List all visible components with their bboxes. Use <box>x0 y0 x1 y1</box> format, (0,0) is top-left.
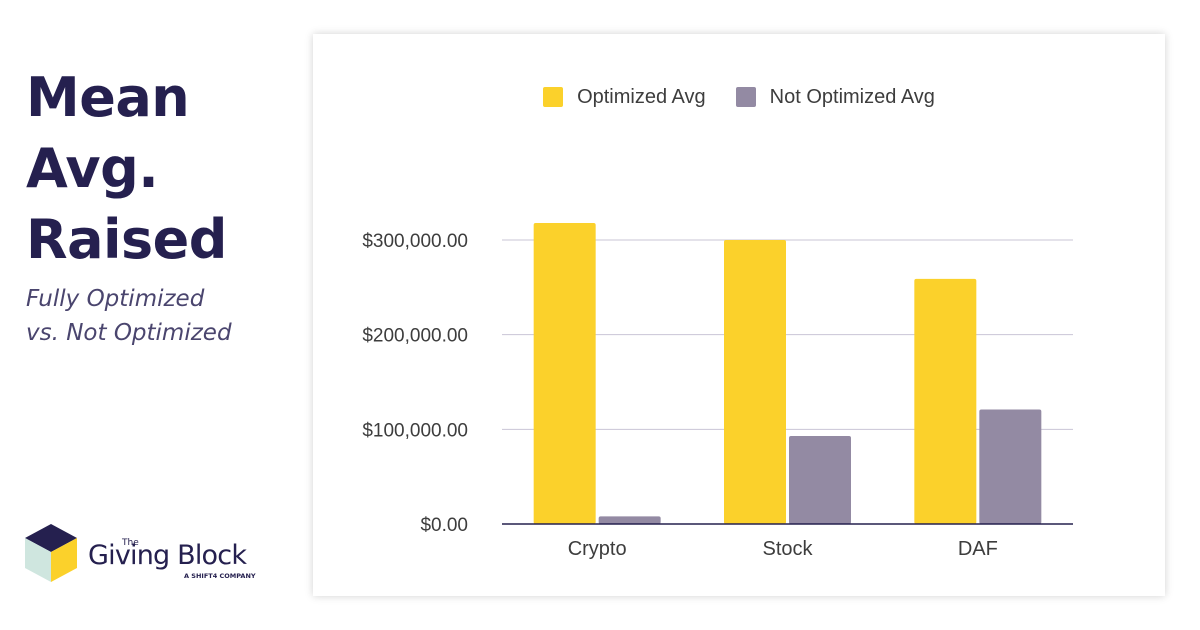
headline-line-1: Mean <box>26 66 190 129</box>
x-tick-label: Stock <box>762 538 813 560</box>
y-tick-label: $300,000.00 <box>362 231 468 252</box>
logo-name-text: Giving Block <box>88 540 247 571</box>
legend-label-optimized: Optimized Avg <box>577 85 706 108</box>
chart-legend: Optimized Avg Not Optimized Avg <box>313 84 1165 110</box>
bar-optimized <box>533 222 596 524</box>
giving-block-logo: The Giving Block A SHIFT4 COMPANY <box>22 520 282 590</box>
y-tick-label: $100,000.00 <box>362 420 468 441</box>
subtitle-line-2: vs. Not Optimized <box>26 320 232 346</box>
cube-logo-icon <box>25 524 77 582</box>
bar-optimized <box>914 278 977 524</box>
y-tick-label: $0.00 <box>420 515 468 536</box>
x-tick-label: Crypto <box>568 538 627 560</box>
headline-line-3: Raised <box>26 208 227 271</box>
headline-line-2: Avg. <box>26 137 159 200</box>
chart-card: Optimized Avg Not Optimized Avg $0.00 $10… <box>313 34 1165 596</box>
legend-item-optimized: Optimized Avg <box>543 86 706 109</box>
y-tick-label: $200,000.00 <box>362 326 468 347</box>
subtitle: Fully Optimized vs. Not Optimized <box>26 282 306 350</box>
logo-the-text: The <box>122 538 139 548</box>
bar-not-optimized <box>979 409 1042 524</box>
headline: Mean Avg. Raised <box>26 62 296 275</box>
legend-swatch-not-optimized <box>735 87 756 107</box>
legend-swatch-optimized <box>543 87 564 107</box>
legend-item-not-optimized: Not Optimized Avg <box>735 85 935 109</box>
logo-tagline-text: A SHIFT4 COMPANY <box>184 572 256 580</box>
bar-not-optimized <box>598 516 661 524</box>
bar-not-optimized <box>789 435 851 524</box>
legend-label-not-optimized: Not Optimized Avg <box>769 85 935 108</box>
x-tick-label: DAF <box>958 538 998 560</box>
subtitle-line-1: Fully Optimized <box>26 286 205 312</box>
bar-optimized <box>724 240 786 524</box>
bar-chart: $0.00 $100,000.00 $200,000.00 $300,000.00 Cr… <box>362 222 1073 560</box>
